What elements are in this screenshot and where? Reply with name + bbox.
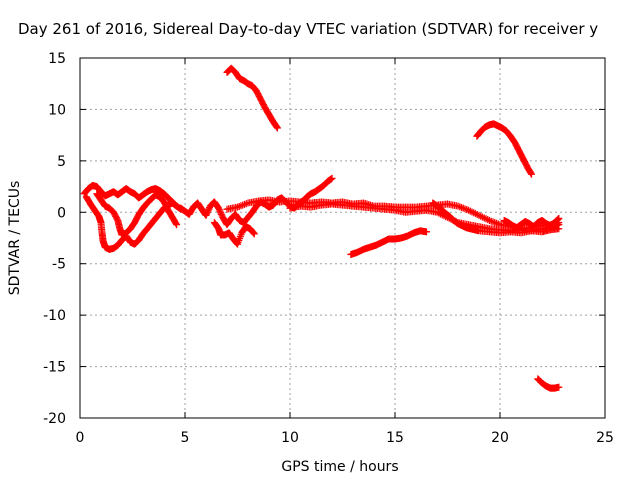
data-point: [423, 228, 430, 236]
data-point: [216, 207, 224, 215]
x-axis-label: GPS time / hours: [281, 459, 398, 475]
x-tick-label: 15: [386, 430, 404, 446]
data-point: [554, 215, 562, 223]
y-tick-label: 15: [48, 51, 66, 67]
data-point: [203, 210, 211, 218]
x-tick-label: 20: [491, 430, 509, 446]
data-point: [217, 210, 225, 218]
series-track-l: [223, 64, 281, 132]
data-point: [555, 214, 563, 222]
series-track-c: [93, 190, 181, 239]
series-track-n: [534, 375, 563, 392]
data-point: [172, 219, 180, 227]
data-point: [273, 124, 281, 132]
data-marks: [80, 64, 563, 392]
data-point: [250, 229, 258, 237]
y-axis: 15 10 5 0 -5 -10 -15 -20: [43, 51, 605, 427]
data-point: [173, 221, 181, 229]
series-track-j: [500, 214, 563, 232]
data-point: [555, 383, 563, 391]
data-point: [205, 205, 213, 213]
grid: [80, 58, 605, 418]
chart-title: Day 261 of 2016, Sidereal Day-to-day VTE…: [18, 20, 598, 38]
data-point: [553, 216, 561, 224]
data-point: [202, 211, 210, 219]
series-track-b: [82, 193, 181, 253]
series-track-i: [429, 199, 563, 237]
data-point: [555, 225, 563, 233]
data-point: [328, 174, 336, 182]
x-tick-label: 25: [596, 430, 614, 446]
y-tick-label: -15: [43, 360, 66, 376]
data-point: [173, 202, 181, 210]
plot-border: [79, 57, 606, 419]
y-tick-label: 5: [57, 154, 66, 170]
data-point: [215, 204, 223, 212]
data-point: [203, 208, 211, 216]
x-axis: 0 5 10 15 20 25: [76, 58, 614, 446]
x-tick-label: 10: [281, 430, 299, 446]
series-track-m: [473, 120, 535, 178]
y-axis-label: SDTVAR / TECUs: [7, 181, 23, 296]
series-track-e: [210, 219, 258, 248]
y-tick-label: -10: [43, 308, 66, 324]
data-point: [217, 209, 225, 217]
data-point: [215, 206, 223, 214]
data-point: [273, 123, 281, 131]
x-tick-label: 5: [181, 430, 190, 446]
series-track-a: [80, 182, 185, 213]
y-tick-label: -20: [43, 411, 66, 427]
data-point: [204, 207, 212, 215]
y-tick-label: 10: [48, 102, 66, 118]
y-tick-label: 0: [57, 205, 66, 221]
y-tick-label: -5: [52, 257, 66, 273]
x-tick-label: 0: [76, 430, 85, 446]
series-track-k: [347, 227, 430, 258]
data-point: [250, 230, 258, 238]
data-point: [528, 170, 535, 178]
data-point: [527, 169, 535, 177]
